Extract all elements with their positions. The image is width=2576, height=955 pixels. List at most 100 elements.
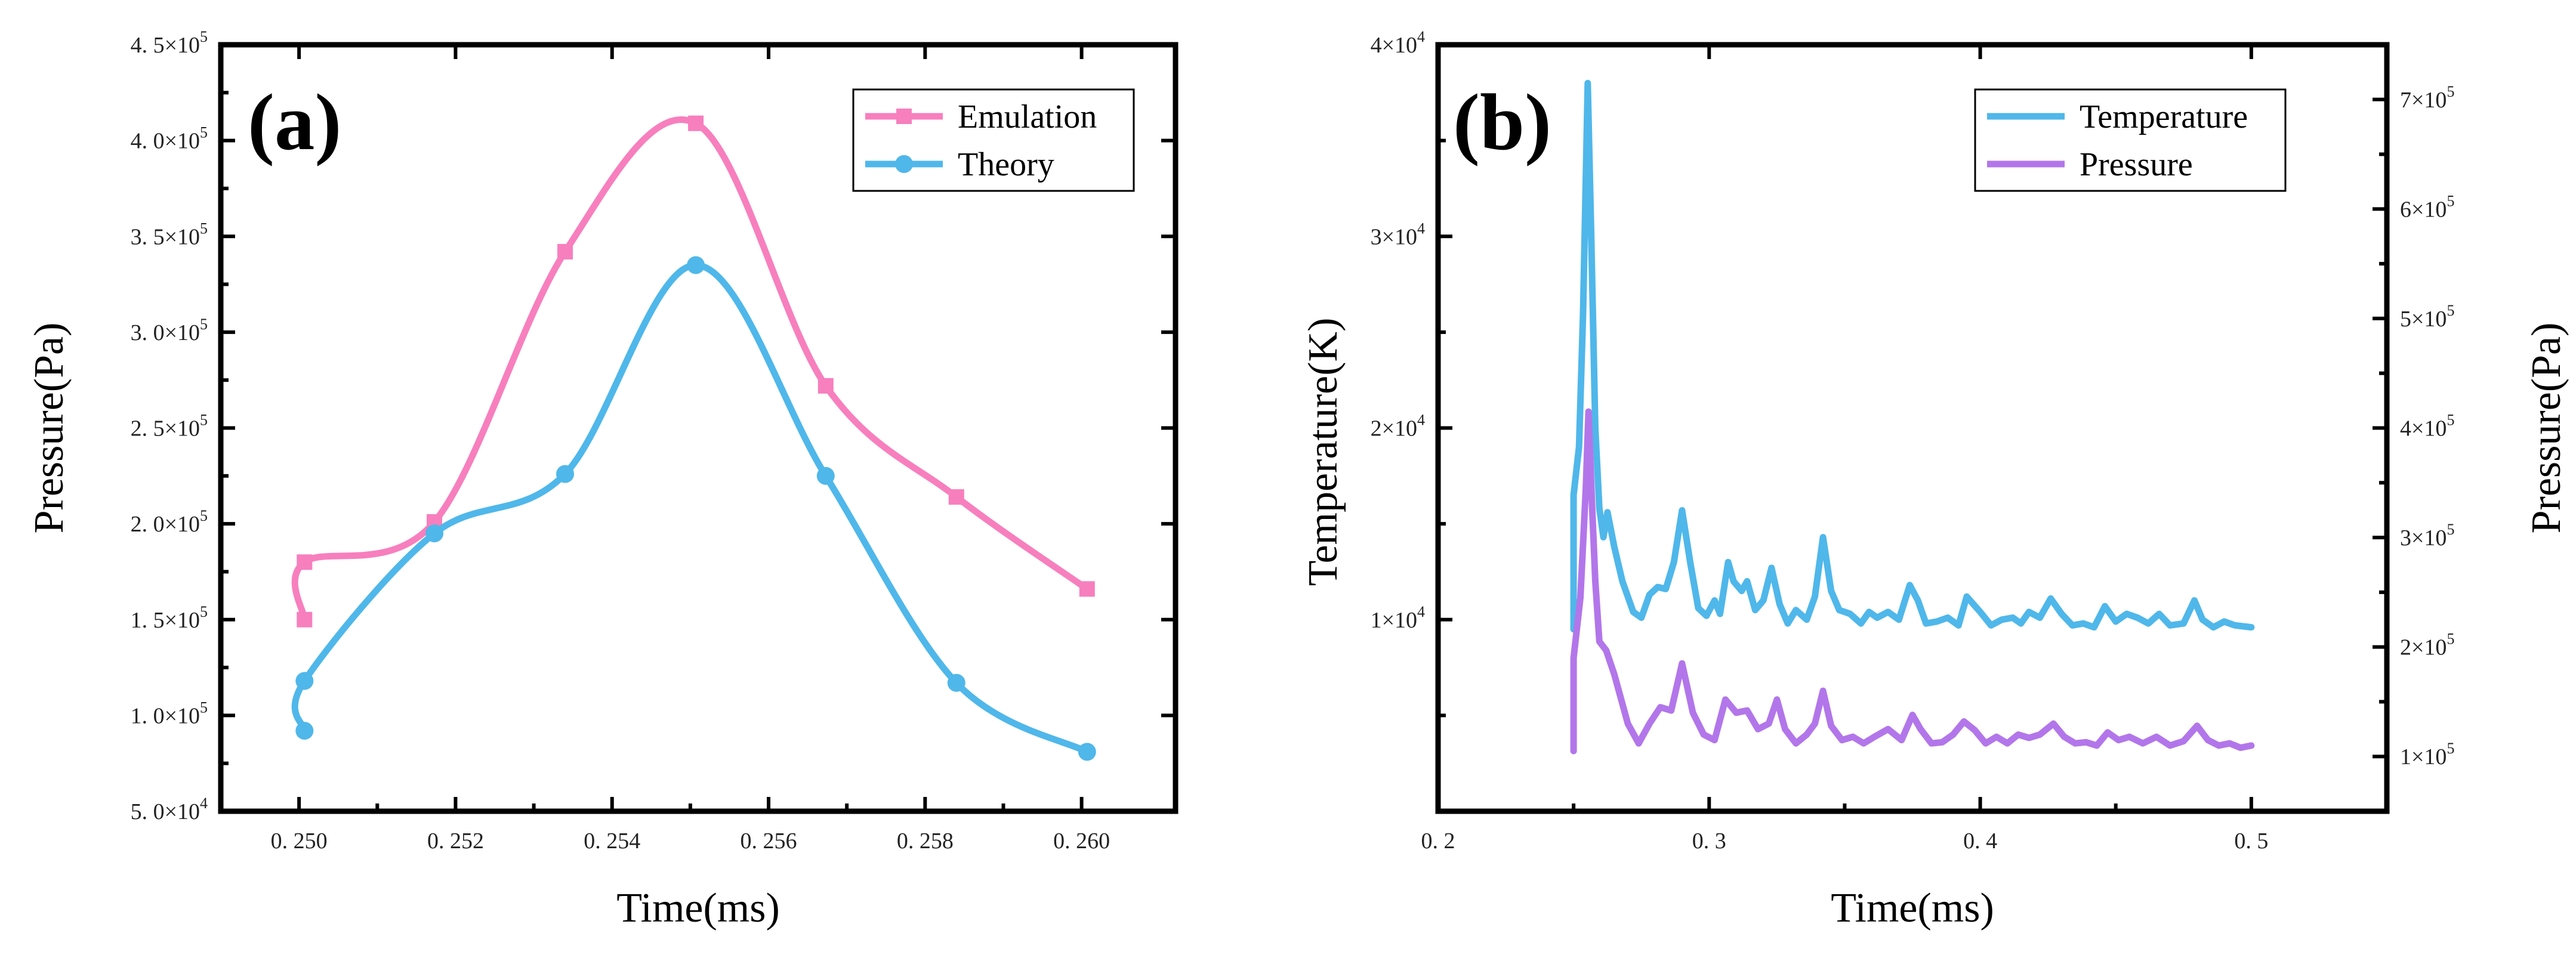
data-point-emulation xyxy=(557,243,573,259)
y-right-tick-label-b-mantissa: 3 xyxy=(2400,526,2411,551)
x-tick-label-b: 0. 3 xyxy=(1692,829,1726,854)
y-left-tick-label-b-exponent: 4 xyxy=(1417,220,1425,237)
y-left-tick-label-b: 2×104 xyxy=(1371,412,1425,441)
y-axis-title-a: Pressure(Pa) xyxy=(26,323,72,534)
y-tick-label-a-times: ×10 xyxy=(165,33,200,58)
y-right-tick-label-b-times: ×10 xyxy=(2411,307,2447,332)
y-left-tick-label-b-mantissa: 4 xyxy=(1371,33,1382,58)
x-tick-label-b: 0. 2 xyxy=(1421,829,1455,854)
legend-a xyxy=(852,88,1135,192)
legend-marker xyxy=(895,155,913,173)
y-tick-label-a-mantissa: 4. 0 xyxy=(131,129,165,154)
y-tick-label-a-mantissa: 2. 5 xyxy=(131,416,165,441)
y-tick-label-a: 2. 5×105 xyxy=(131,412,208,441)
y-tick-label-a-exponent: 5 xyxy=(200,316,208,333)
data-point-theory xyxy=(556,465,575,483)
data-point-emulation xyxy=(688,115,704,131)
x-tick-label-a: 0. 254 xyxy=(584,829,640,854)
y-right-tick-label-b-mantissa: 6 xyxy=(2400,197,2411,222)
y-tick-label-a-mantissa: 3. 5 xyxy=(131,224,165,249)
y-right-tick-label-b-mantissa: 7 xyxy=(2400,88,2411,113)
x-tick-label-b: 0. 5 xyxy=(2234,829,2268,854)
y-tick-label-a-exponent: 5 xyxy=(200,124,208,141)
x-tick-label-b: 0. 4 xyxy=(1963,829,1997,854)
y-right-tick-label-b-times: ×10 xyxy=(2411,197,2447,222)
y-tick-label-a-times: ×10 xyxy=(165,512,200,537)
legend-marker xyxy=(896,109,912,124)
legend-b xyxy=(1974,88,2287,192)
y-tick-label-a-mantissa: 1. 5 xyxy=(131,608,165,633)
y-tick-label-a-exponent: 5 xyxy=(200,699,208,716)
data-point-theory xyxy=(295,672,314,690)
data-point-emulation xyxy=(297,611,313,628)
y-left-axis-title-b: Temperature(K) xyxy=(1300,318,1346,586)
legend-label-pressure: Pressure xyxy=(2080,146,2193,183)
data-point-theory xyxy=(816,466,835,485)
data-point-emulation xyxy=(948,489,964,505)
y-right-tick-label-b: 5×105 xyxy=(2400,302,2454,332)
y-right-tick-label-b-exponent: 5 xyxy=(2447,412,2454,429)
y-right-tick-label-b-exponent: 5 xyxy=(2447,631,2454,648)
y-right-axis-title-b: Pressure(Pa) xyxy=(2523,323,2569,534)
series-line-pressure xyxy=(1570,408,2255,755)
y-left-tick-label-b-times: ×10 xyxy=(1382,33,1417,58)
data-point-emulation xyxy=(297,554,313,570)
y-tick-label-a: 1. 0×105 xyxy=(131,699,208,728)
y-right-tick-label-b-mantissa: 4 xyxy=(2400,416,2411,441)
data-point-theory xyxy=(947,673,965,692)
y-left-tick-label-b-exponent: 4 xyxy=(1417,412,1425,429)
x-axis-title-b: Time(ms) xyxy=(1831,885,1994,931)
y-right-tick-label-b-times: ×10 xyxy=(2411,744,2447,769)
y-tick-label-a-times: ×10 xyxy=(165,129,200,154)
data-point-emulation xyxy=(817,378,834,394)
y-left-tick-label-b-mantissa: 1 xyxy=(1371,608,1382,633)
y-tick-label-a-times: ×10 xyxy=(165,416,200,441)
series-line-temperature xyxy=(1570,79,2255,633)
y-left-tick-label-b-mantissa: 2 xyxy=(1371,416,1382,441)
x-tick-label-a: 0. 260 xyxy=(1053,829,1110,854)
panel-b-chart: 0. 2 0. 3 0. 4 0. 51×1042×1043×1044×1041×10… xyxy=(1300,28,2569,931)
y-right-tick-label-b: 3×105 xyxy=(2400,521,2454,551)
series-line-theory xyxy=(291,261,1091,755)
y-left-tick-label-b-exponent: 4 xyxy=(1417,28,1425,45)
y-right-tick-label-b: 1×105 xyxy=(2400,740,2454,769)
panel-label-b: (b) xyxy=(1453,78,1551,167)
y-left-tick-label-b: 3×104 xyxy=(1371,220,1425,249)
x-tick-label-a: 0. 250 xyxy=(271,829,328,854)
y-right-tick-label-b-times: ×10 xyxy=(2411,416,2447,441)
y-tick-label-a: 3. 5×105 xyxy=(131,220,208,249)
data-point-emulation xyxy=(1079,581,1095,597)
data-point-theory xyxy=(687,256,705,274)
y-tick-label-a-mantissa: 1. 0 xyxy=(131,703,165,728)
y-right-tick-label-b-exponent: 5 xyxy=(2447,192,2454,209)
y-tick-label-a: 5. 0×104 xyxy=(131,795,208,824)
y-right-tick-label-b: 4×105 xyxy=(2400,412,2454,441)
y-tick-label-a: 3. 0×105 xyxy=(131,316,208,345)
panel-label-a: (a) xyxy=(248,78,341,167)
y-tick-label-a-times: ×10 xyxy=(165,799,200,824)
y-tick-label-a-exponent: 5 xyxy=(200,412,208,429)
y-tick-label-a-mantissa: 5. 0 xyxy=(131,799,165,824)
y-tick-label-a-mantissa: 3. 0 xyxy=(131,320,165,345)
y-tick-label-a-exponent: 5 xyxy=(200,507,208,524)
y-left-tick-label-b-times: ×10 xyxy=(1382,416,1417,441)
y-right-tick-label-b: 2×105 xyxy=(2400,631,2454,660)
y-right-tick-label-b-times: ×10 xyxy=(2411,88,2447,113)
y-tick-label-a-exponent: 5 xyxy=(200,220,208,237)
y-tick-label-a-exponent: 4 xyxy=(200,795,208,812)
data-point-theory xyxy=(1078,743,1096,761)
y-right-tick-label-b-times: ×10 xyxy=(2411,635,2447,660)
y-tick-label-a: 2. 0×105 xyxy=(131,507,208,537)
y-tick-label-a-mantissa: 4. 5 xyxy=(131,33,165,58)
y-left-tick-label-b-exponent: 4 xyxy=(1417,603,1425,620)
y-tick-label-a-mantissa: 2. 0 xyxy=(131,512,165,537)
y-tick-label-a: 4. 0×105 xyxy=(131,124,208,154)
y-tick-label-a-exponent: 5 xyxy=(200,28,208,45)
legend-label-theory: Theory xyxy=(958,146,1054,183)
data-point-theory xyxy=(295,722,314,740)
panel-a-chart: 0. 250 0. 252 0. 254 0. 256 0. 258 0. 260 5. 0… xyxy=(26,28,1179,931)
x-tick-label-a: 0. 252 xyxy=(427,829,484,854)
y-tick-label-a: 4. 5×105 xyxy=(131,28,208,58)
y-right-tick-label-b-times: ×10 xyxy=(2411,526,2447,551)
